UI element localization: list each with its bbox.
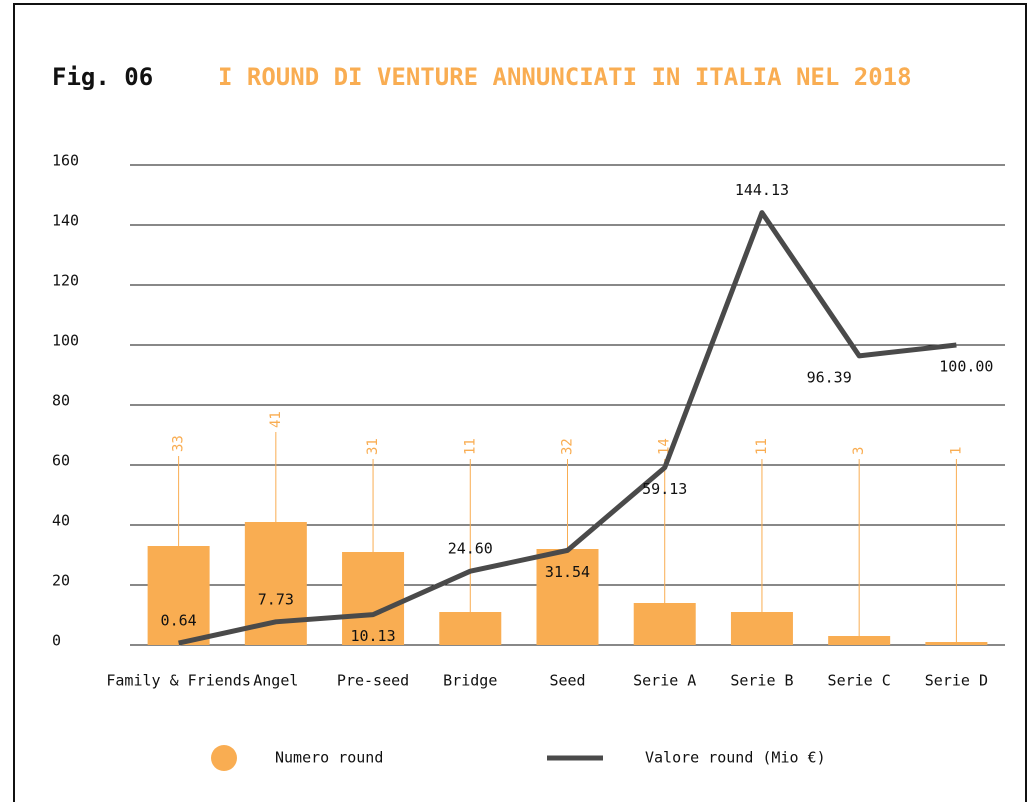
line-value-label: 31.54	[545, 563, 590, 581]
x-tick-label: Serie D	[925, 672, 988, 690]
line-value-label: 0.64	[161, 612, 197, 630]
y-tick-label: 120	[52, 272, 79, 290]
x-tick-label: Serie A	[633, 672, 696, 690]
bar-value-label: 11	[754, 438, 770, 455]
x-tick-label: Angel	[253, 672, 298, 690]
y-tick-label: 0	[52, 632, 61, 650]
bar-value-label: 11	[462, 438, 478, 455]
line-value-label: 10.13	[350, 627, 395, 645]
chart-title: I ROUND DI VENTURE ANNUNCIATI IN ITALIA …	[218, 63, 912, 91]
x-tick-label: Seed	[549, 672, 585, 690]
bar-value-label: 3	[851, 447, 867, 455]
line-value-label: 144.13	[735, 181, 789, 199]
y-tick-label: 20	[52, 572, 70, 590]
bar	[342, 552, 405, 645]
x-tick-label: Family & Friends	[106, 672, 251, 690]
bar-value-label: 31	[365, 438, 381, 455]
legend-label: Valore round (Mio €)	[645, 749, 826, 767]
y-tick-label: 100	[52, 332, 79, 350]
bar	[925, 642, 988, 645]
frame	[13, 3, 1027, 802]
bar-value-label: 41	[268, 411, 284, 428]
figure-label: Fig. 06	[52, 63, 153, 91]
bar	[828, 636, 891, 645]
bar	[536, 549, 599, 645]
line-value-label: 24.60	[448, 540, 493, 558]
bar	[147, 546, 210, 645]
bar	[730, 612, 793, 645]
bar	[633, 603, 696, 645]
y-tick-label: 60	[52, 452, 70, 470]
bar-value-label: 1	[948, 447, 964, 455]
bar-value-label: 33	[171, 435, 187, 452]
line	[178, 210, 957, 646]
y-tick-label: 80	[52, 392, 70, 410]
line-value-label: 96.39	[807, 368, 852, 386]
legend-label: Numero round	[275, 749, 383, 767]
bar	[439, 612, 502, 645]
y-tick-label: 40	[52, 512, 70, 530]
bar-value-label: 32	[560, 438, 576, 455]
y-tick-label: 140	[52, 212, 79, 230]
line-value-label: 7.73	[258, 590, 294, 608]
legend-swatch	[211, 745, 237, 771]
x-tick-label: Pre-seed	[337, 672, 409, 690]
y-tick-label: 160	[52, 152, 79, 170]
x-tick-label: Bridge	[443, 672, 497, 690]
x-tick-label: Serie C	[828, 672, 891, 690]
line-value-label: 100.00	[939, 358, 993, 376]
x-tick-label: Serie B	[730, 672, 793, 690]
line-value-label: 59.13	[642, 480, 687, 498]
